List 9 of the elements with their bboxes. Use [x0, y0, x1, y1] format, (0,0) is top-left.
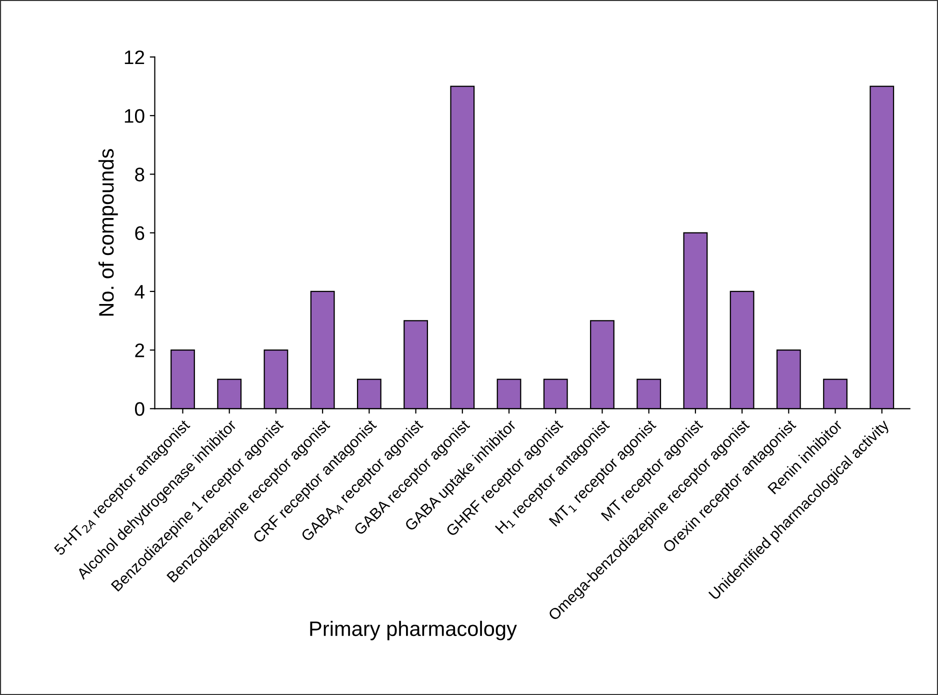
y-tick-label: 10 — [124, 109, 144, 123]
y-tick-label: 2 — [135, 344, 144, 358]
y-axis-title: No. of compounds — [98, 149, 118, 316]
y-tick-label: 8 — [135, 168, 144, 182]
x-axis-title: Primary pharmacology — [310, 620, 517, 640]
y-tick-label: 4 — [134, 285, 144, 298]
y-tick-label: 0 — [134, 402, 144, 416]
y-tick-label: 6 — [135, 226, 144, 240]
y-tick-label: 12 — [124, 50, 144, 64]
